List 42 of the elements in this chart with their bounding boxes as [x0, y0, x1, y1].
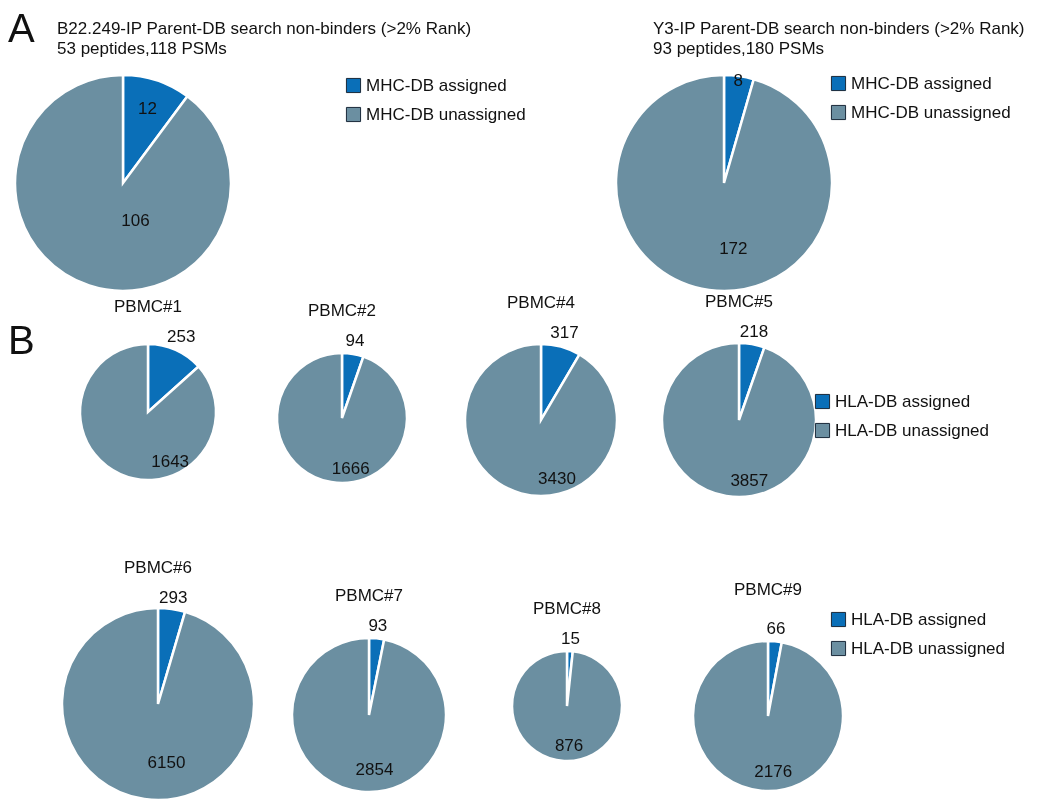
data-label: 218 — [739, 321, 769, 341]
legend-label: MHC-DB assigned — [366, 75, 507, 95]
data-label: 172 — [719, 239, 748, 259]
chart-subtitle: 53 peptides,118 PSMs — [57, 39, 227, 58]
data-label: 6150 — [147, 752, 186, 772]
legend-label: MHC-DB assigned — [851, 73, 992, 93]
text: B — [8, 318, 35, 363]
data-label: 3857 — [730, 470, 769, 490]
chart-title: B22.249-IP Parent-DB search non-binders (>2% Rank) — [57, 19, 472, 38]
data-label: 253 — [167, 327, 196, 347]
legend-label: HLA-DB assigned — [835, 391, 971, 411]
chart-title: PBMC#2 — [307, 301, 377, 321]
data-label: 876 — [554, 735, 584, 755]
chart-title: PBMC#5 — [704, 291, 774, 311]
legend-label: HLA-DB unassigned — [851, 638, 1006, 658]
data-label: 106 — [121, 210, 150, 230]
data-label: 293 — [159, 587, 188, 607]
chart-subtitle: 93 peptides,180 PSMs — [653, 39, 825, 58]
data-label: 93 — [368, 616, 388, 636]
chart-title: PBMC#8 — [532, 598, 602, 618]
data-label: 3430 — [538, 468, 576, 488]
data-label: 12 — [137, 99, 157, 119]
chart-title: PBMC#7 — [334, 586, 404, 606]
chart-title: PBMC#1 — [113, 297, 183, 317]
data-label: 15 — [561, 628, 581, 648]
data-label: 1666 — [331, 459, 370, 479]
data-label: 66 — [766, 619, 786, 639]
legend-label: MHC-DB unassigned — [851, 102, 1011, 122]
data-label: 2176 — [754, 762, 793, 782]
chart-title: Y3-IP Parent-DB search non-binders (>2% Rank) — [653, 19, 1025, 38]
chart-title: PBMC#4 — [506, 293, 576, 313]
data-label: 1643 — [151, 451, 190, 471]
chart-title: PBMC#9 — [733, 580, 803, 599]
chart-title: PBMC#6 — [123, 557, 193, 577]
text: A — [8, 6, 35, 51]
data-label: 94 — [345, 331, 365, 351]
data-label: 317 — [550, 323, 579, 343]
data-label: 8 — [733, 71, 744, 91]
legend-label: MHC-DB unassigned — [366, 104, 526, 124]
legend-label: HLA-DB assigned — [851, 609, 987, 629]
legend-label: HLA-DB unassigned — [835, 420, 990, 440]
data-label: 2854 — [355, 760, 394, 780]
